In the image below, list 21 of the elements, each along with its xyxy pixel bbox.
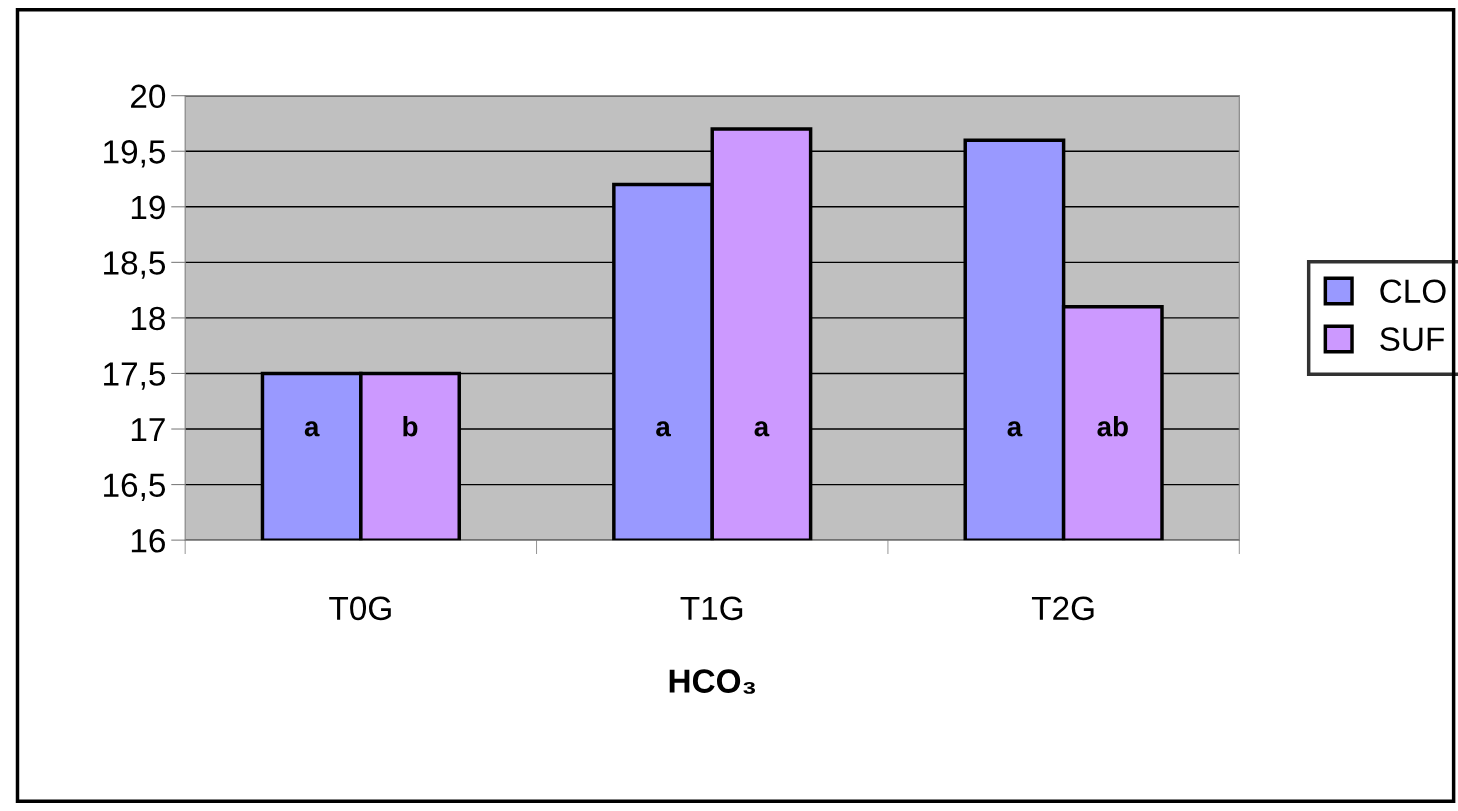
data-label: b — [403, 416, 418, 437]
data-label: a — [754, 421, 770, 437]
data-label: a — [1007, 421, 1023, 437]
y-tick-label: 16 — [131, 528, 165, 553]
x-tick-label: T2G — [1031, 596, 1094, 621]
y-tick-label: 20 — [131, 84, 166, 109]
y-tick-label: 17 — [131, 418, 165, 442]
x-tick-label: T1G — [680, 596, 743, 621]
data-label: a — [304, 421, 320, 437]
y-tick-label: 19,5 — [104, 140, 166, 168]
y-tick-label: 18 — [131, 306, 165, 331]
x-axis-title: HCO₃ — [669, 669, 756, 694]
y-tick-label: 19 — [131, 195, 165, 220]
y-tick-label: 16,5 — [104, 473, 166, 501]
data-label: a — [656, 421, 671, 437]
y-tick-label: 18,5 — [104, 251, 166, 279]
data-label: ab — [1097, 416, 1128, 437]
x-tick-label: T0G — [329, 596, 391, 621]
legend-label: CLO — [1380, 279, 1446, 303]
y-tick-label: 17,5 — [104, 362, 166, 390]
legend-label: SUF — [1380, 327, 1444, 351]
